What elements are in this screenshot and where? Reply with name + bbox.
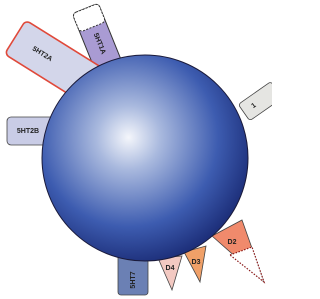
receptor-label: 5HT7 — [130, 271, 137, 288]
receptor-diagram: 5HT1A 5HT2A 5HT2B 1 5HT7 D4 D3 D2 — [0, 0, 272, 299]
cell-sphere — [42, 55, 248, 261]
receptor-d4: D4 — [158, 256, 182, 290]
receptor-label: D2 — [228, 239, 237, 246]
receptor-body — [158, 256, 182, 290]
receptor-label: 5HT2B — [17, 128, 39, 135]
receptor-label: D4 — [166, 265, 175, 272]
receptor-label: D3 — [192, 259, 201, 266]
receptor-body — [238, 81, 272, 120]
page: 5HT1A 5HT2A 5HT2B 1 5HT7 D4 D3 D2 (() =>… — [0, 0, 320, 299]
receptor-right: 1 — [238, 81, 272, 120]
